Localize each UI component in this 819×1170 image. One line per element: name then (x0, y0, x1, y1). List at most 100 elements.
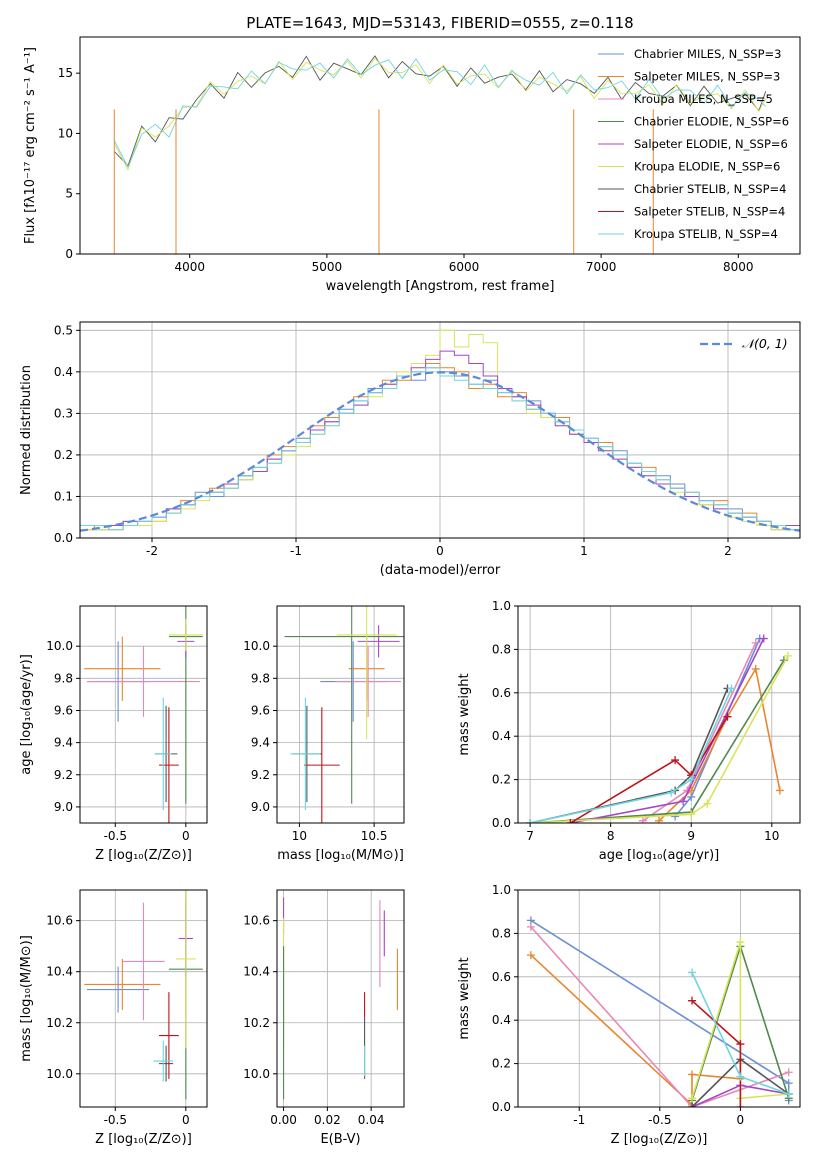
plot-area (526, 916, 793, 1107)
y-tick-label: 0.6 (492, 686, 511, 700)
weight-series-line (530, 954, 741, 1107)
spectrum-line (113, 55, 767, 167)
y-tick-label: 10.4 (46, 965, 73, 979)
legend-label: Salpeter MILES, N_SSP=3 (634, 70, 780, 84)
weight-point-marker (751, 664, 760, 673)
panel-spectrum: 4000 5000 6000 7000 8000 0 5 10 15 wavelength [An… (23, 36, 801, 294)
plot-area (526, 634, 792, 823)
weight-point-marker (784, 1089, 793, 1098)
weight-series-line (691, 941, 789, 1100)
errorbar-point (153, 1040, 174, 1082)
axes-frame (79, 605, 208, 824)
x-tick-label: 0.00 (270, 1113, 297, 1127)
errorbar-point (284, 606, 404, 804)
plot-area (284, 606, 404, 823)
y-axis-label: age [log₁₀(age/yr)] (19, 654, 34, 775)
weight-point-marker (667, 788, 676, 797)
weight-point-marker (775, 786, 784, 795)
legend-label: Kroupa ELODIE, N_SSP=6 (634, 160, 780, 174)
errorbar-point (122, 902, 165, 1021)
weight-point-marker (703, 799, 712, 808)
errorbar-point (87, 966, 150, 1013)
plot-area (113, 55, 767, 254)
y-tick-label: 1.0 (492, 599, 511, 613)
legend-label: 𝒩(0, 1) (742, 336, 788, 351)
weight-point-marker (784, 1068, 793, 1077)
x-tick-label: 0.02 (314, 1113, 341, 1127)
x-tick-label: 10 (764, 829, 779, 843)
x-tick-label: 9 (687, 829, 695, 843)
errorbar-point (290, 697, 321, 811)
weight-series-line (569, 716, 729, 823)
y-tick-label: 10.6 (243, 914, 270, 928)
histogram-step (80, 367, 800, 531)
y-tick-label: 0.2 (492, 773, 511, 787)
y-tick-label: 10 (58, 126, 73, 140)
y-axis-label: mass weight (457, 957, 472, 1039)
weight-point-marker (736, 1040, 745, 1049)
y-tick-label: 9.4 (54, 736, 73, 750)
x-tick-label: -0.5 (648, 1113, 671, 1127)
axes-frame (276, 889, 405, 1108)
y-tick-label: 0.4 (492, 1013, 511, 1027)
y-tick-label: 0.1 (54, 489, 73, 503)
weight-point-marker (671, 756, 680, 765)
x-tick-label: 0 (182, 1113, 190, 1127)
x-tick-label: -0.5 (104, 1113, 127, 1127)
y-tick-label: 9.8 (54, 671, 73, 685)
weight-point-marker (526, 922, 535, 931)
weight-point-marker (736, 1072, 745, 1081)
errorbar-point (303, 707, 340, 823)
legend-label: Salpeter STELIB, N_SSP=4 (634, 205, 785, 219)
y-tick-label: 9.4 (251, 736, 270, 750)
x-axis-label: age [log₁₀(age/yr)] (599, 848, 720, 863)
axes-frame (276, 605, 405, 824)
axes-frame (517, 889, 801, 1108)
weight-series-line (691, 1000, 742, 1107)
weight-point-marker (688, 996, 697, 1005)
y-tick-label: 10.4 (243, 965, 270, 979)
weight-point-marker (679, 797, 688, 806)
weight-series-line (530, 655, 789, 823)
y-axis-label: Flux [fλ10⁻¹⁷ erg cm⁻² s⁻¹ A⁻¹] (23, 47, 38, 244)
weight-point-marker (751, 638, 760, 647)
weight-point-marker (688, 1070, 697, 1079)
weight-point-marker (526, 819, 535, 823)
x-tick-label: -2 (146, 544, 158, 558)
errorbar-point (335, 646, 402, 717)
y-tick-label: 10.0 (243, 639, 270, 653)
errorbar-point (84, 958, 161, 1010)
y-tick-label: 10.2 (46, 1016, 73, 1030)
plot-area (283, 897, 398, 1100)
x-axis-label: wavelength [Angstrom, rest frame] (326, 279, 555, 294)
y-tick-label: 10.0 (46, 639, 73, 653)
y-tick-label: 0.4 (492, 729, 511, 743)
y-tick-label: 0.5 (54, 323, 73, 337)
weight-series-line (529, 688, 733, 823)
y-tick-label: 0.3 (54, 406, 73, 420)
y-tick-label: 10.2 (243, 1016, 270, 1030)
x-axis-label: mass [log₁₀(M/M⊙)] (277, 848, 404, 863)
errorbar-point (154, 697, 172, 811)
y-tick-label: 0.4 (54, 365, 73, 379)
errorbar-point (357, 625, 400, 658)
x-tick-label: 8000 (723, 260, 754, 274)
x-axis-label: Z [log₁₀(Z/Z⊙)] (611, 1132, 708, 1147)
errorbar-point (336, 606, 397, 740)
y-tick-label: 9.8 (251, 671, 270, 685)
y-tick-label: 0.0 (492, 816, 511, 830)
y-tick-label: 10.0 (243, 1067, 270, 1081)
weight-point-marker (688, 1103, 697, 1107)
legend-label: Kroupa MILES, N_SSP=5 (634, 92, 773, 106)
x-tick-label: 0.04 (358, 1113, 385, 1127)
x-tick-label: 4000 (174, 260, 205, 274)
x-tick-label: 7000 (586, 260, 617, 274)
axes-frame (79, 36, 801, 255)
legend: Chabrier MILES, N_SSP=3 Salpeter MILES, N… (598, 47, 789, 241)
x-tick-label: -1 (290, 544, 302, 558)
legend-label: Chabrier STELIB, N_SSP=4 (634, 182, 786, 196)
errorbar-point (84, 636, 161, 701)
y-tick-label: 0.0 (54, 531, 73, 545)
weight-point-marker (784, 1079, 793, 1088)
x-tick-label: 10 (292, 829, 307, 843)
